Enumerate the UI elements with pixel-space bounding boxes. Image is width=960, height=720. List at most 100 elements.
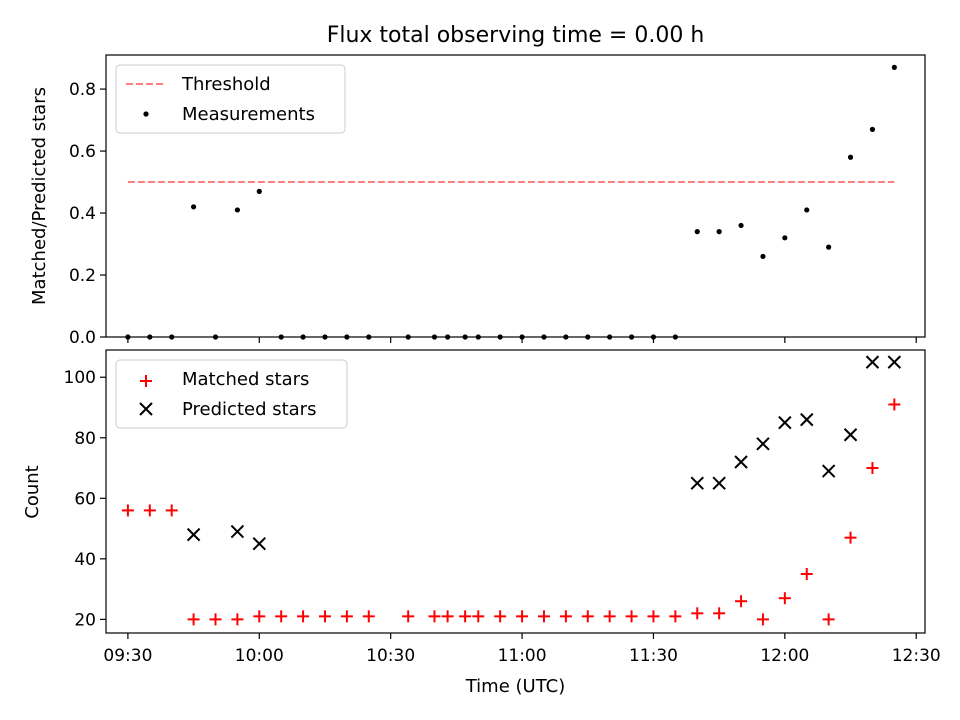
matched-stars-point xyxy=(691,607,704,620)
bottom-y-axis-label: Count xyxy=(22,465,43,518)
matched-stars-point xyxy=(735,595,748,608)
bottom-plot-area xyxy=(121,355,902,626)
bottom-axes-frame xyxy=(105,349,926,634)
matched-stars-point xyxy=(209,613,222,626)
predicted-stars-point xyxy=(865,355,880,369)
matched-stars-point xyxy=(472,610,485,623)
matched-stars-point xyxy=(756,613,769,626)
matched-stars-point xyxy=(459,610,472,623)
matched-stars-point xyxy=(318,610,331,623)
legend-threshold-label: Threshold xyxy=(181,74,271,95)
y-tick-label: 0.0 xyxy=(69,328,96,348)
matched-stars-point xyxy=(625,610,638,623)
matched-stars-point xyxy=(441,610,454,623)
matched-stars-point xyxy=(362,610,375,623)
predicted-stars-point xyxy=(821,464,836,478)
matched-stars-point xyxy=(559,610,572,623)
matched-stars-point xyxy=(537,610,550,623)
top-y-axis: 0.0 0.2 0.4 0.6 0.8 xyxy=(69,80,106,348)
measurement-point xyxy=(234,207,240,213)
predicted-stars-point xyxy=(887,355,902,369)
matched-stars-point xyxy=(402,610,415,623)
matched-stars-point xyxy=(187,613,200,626)
matched-stars-point xyxy=(822,613,835,626)
y-tick-label: 80 xyxy=(74,429,96,449)
x-tick-label: 10:30 xyxy=(366,646,415,666)
x-tick-label: 09:30 xyxy=(103,646,152,666)
measurement-point xyxy=(694,229,700,235)
matched-stars-point xyxy=(844,531,857,544)
measurement-point xyxy=(190,204,197,210)
matched-stars-point xyxy=(888,398,901,411)
predicted-stars-point xyxy=(186,527,201,542)
measurement-point xyxy=(804,207,810,213)
y-tick-label: 0.8 xyxy=(69,80,96,100)
matched-stars-point xyxy=(516,610,529,623)
y-tick-label: 0.4 xyxy=(69,204,96,224)
matched-stars-point xyxy=(581,610,594,623)
matched-stars-point xyxy=(275,610,288,623)
x-tick-label: 12:00 xyxy=(760,646,809,666)
y-tick-label: 40 xyxy=(74,550,96,570)
matched-stars-point xyxy=(778,592,791,605)
y-tick-label: 0.6 xyxy=(69,142,96,162)
matched-stars-point xyxy=(340,610,353,623)
predicted-stars-point xyxy=(756,437,770,451)
y-tick-label: 20 xyxy=(74,610,96,630)
matched-stars-point xyxy=(800,567,813,580)
measurement-point xyxy=(782,235,788,241)
legend-measurements-swatch xyxy=(143,111,149,117)
matched-stars-point xyxy=(297,610,310,623)
matched-stars-point xyxy=(669,610,682,623)
bottom-y-axis: 20 40 60 80 100 xyxy=(64,368,106,630)
top-legend: Threshold Measurements xyxy=(115,64,346,134)
predicted-stars-point xyxy=(734,455,748,469)
measurement-point xyxy=(847,154,854,160)
matched-stars-point xyxy=(143,504,156,517)
top-legend-box xyxy=(115,64,346,134)
predicted-stars-point xyxy=(712,476,726,490)
measurement-point xyxy=(738,222,744,229)
matched-stars-point xyxy=(713,607,726,620)
matched-stars-point xyxy=(121,504,134,517)
legend-predicted-swatch xyxy=(139,402,153,416)
y-tick-label: 60 xyxy=(74,489,96,509)
x-tick-label: 10:00 xyxy=(235,646,284,666)
matched-stars-point xyxy=(428,610,441,623)
bottom-x-axis: 09:30 10:00 10:30 11:00 11:30 12:00 12:30 xyxy=(103,633,941,666)
bottom-legend-box xyxy=(115,359,348,429)
predicted-stars-point xyxy=(778,415,792,430)
matched-stars-point xyxy=(603,610,616,623)
matched-stars-point xyxy=(866,462,879,475)
bottom-x-axis-label: Time (UTC) xyxy=(465,676,566,697)
top-axes-frame xyxy=(105,54,926,338)
x-tick-label: 11:00 xyxy=(498,646,547,666)
legend-matched-label: Matched stars xyxy=(182,369,309,390)
predicted-stars-point xyxy=(800,412,814,427)
top-y-axis-label: Matched/Predicted stars xyxy=(29,87,50,305)
y-tick-label: 0.2 xyxy=(69,266,96,286)
measurement-point xyxy=(891,64,897,70)
bottom-legend: Matched stars Predicted stars xyxy=(115,359,348,429)
measurement-point xyxy=(869,126,876,132)
x-tick-label: 11:30 xyxy=(629,646,678,666)
top-title: Flux total observing time = 0.00 h xyxy=(327,23,705,48)
measurement-point xyxy=(826,244,832,250)
matched-stars-point xyxy=(494,610,507,623)
legend-matched-swatch xyxy=(140,375,152,387)
matched-stars-point xyxy=(253,610,266,623)
legend-predicted-label: Predicted stars xyxy=(182,399,316,420)
y-tick-label: 100 xyxy=(64,368,96,388)
top-x-axis xyxy=(127,337,917,343)
matched-stars-point xyxy=(231,613,244,626)
predicted-stars-point xyxy=(690,476,704,490)
measurement-point xyxy=(256,188,262,194)
measurement-point xyxy=(716,229,722,235)
matched-stars-point xyxy=(165,504,178,517)
matched-stars-point xyxy=(647,610,660,623)
measurement-point xyxy=(760,253,766,260)
predicted-stars-point xyxy=(843,428,858,442)
x-tick-label: 12:30 xyxy=(892,646,941,666)
legend-measurements-label: Measurements xyxy=(182,104,315,125)
